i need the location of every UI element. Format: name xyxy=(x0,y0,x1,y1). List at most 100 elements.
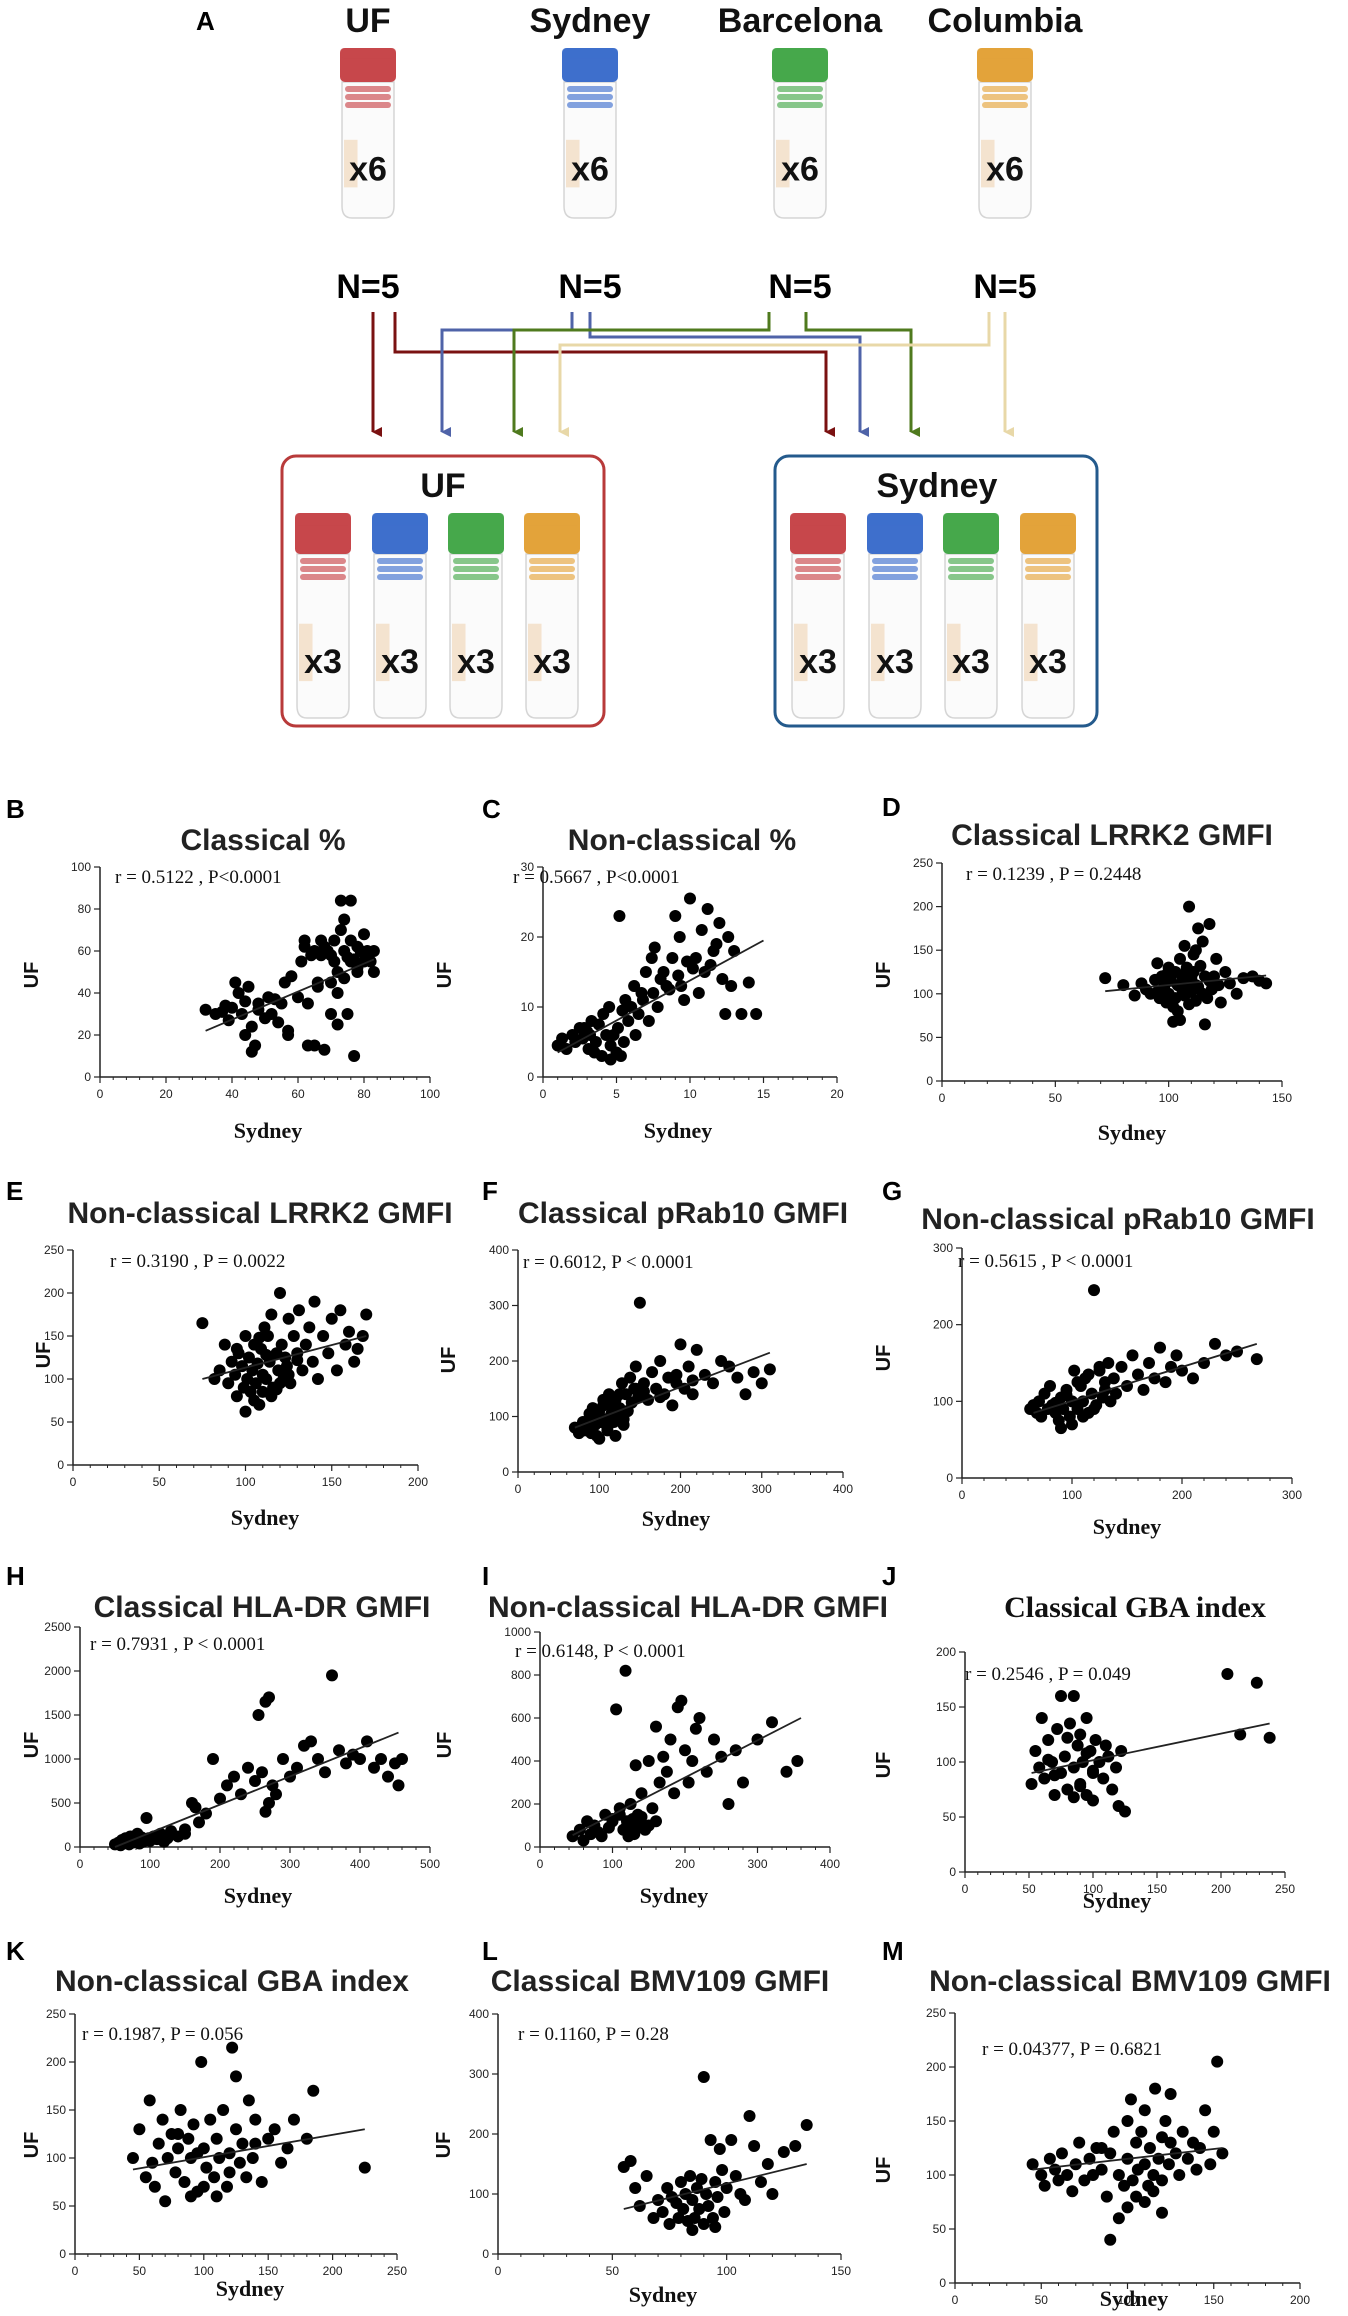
tube-multiplier: x3 xyxy=(457,643,495,681)
x-tick-label: 150 xyxy=(831,2264,851,2278)
destination-tube: x3 xyxy=(448,513,504,719)
data-point xyxy=(301,997,314,1010)
data-point xyxy=(143,2094,156,2107)
tube-thread xyxy=(529,566,575,572)
data-point xyxy=(666,952,679,964)
data-point xyxy=(272,1016,285,1029)
data-point xyxy=(133,2123,146,2136)
tube-label-patch xyxy=(344,139,358,188)
data-point xyxy=(174,2104,187,2116)
y-tick-label: 200 xyxy=(469,2127,489,2141)
data-point xyxy=(1214,996,1227,1009)
y-tick-label: 250 xyxy=(913,856,933,870)
panel-c: C Non-classical % 0 5 10 15 20 0 10 20 30 Sydney UF r… xyxy=(434,794,844,1143)
data-point xyxy=(1190,2163,1203,2176)
data-point xyxy=(673,931,686,943)
data-point xyxy=(340,1757,352,1770)
y-tick-label: 150 xyxy=(46,2103,66,2117)
correlation-stat: r = 0.3190 , P = 0.0022 xyxy=(110,1251,285,1272)
tube-thread xyxy=(377,558,423,564)
data-point xyxy=(725,980,738,992)
data-point xyxy=(1203,918,1216,931)
data-point xyxy=(1095,2142,1108,2154)
data-point xyxy=(291,1354,304,1367)
x-tick-label: 100 xyxy=(717,2264,737,2278)
data-point xyxy=(1035,2169,1048,2181)
data-point xyxy=(1169,992,1182,1005)
y-tick-label: 30 xyxy=(521,860,535,874)
panel-label: C xyxy=(482,794,501,824)
data-point xyxy=(648,941,661,954)
y-tick-label: 250 xyxy=(46,2007,66,2021)
data-point xyxy=(1183,900,1196,913)
data-point xyxy=(367,966,380,978)
data-point xyxy=(1138,2104,1151,2117)
data-point xyxy=(239,1405,252,1418)
chart-title: Non-classical BMV109 GMFI xyxy=(929,1965,1331,1998)
data-point xyxy=(1170,1349,1183,1362)
data-point xyxy=(1052,2174,1065,2187)
destination-tube: x3 xyxy=(372,513,428,719)
data-point xyxy=(200,2161,213,2174)
x-tick-label: 0 xyxy=(952,2293,959,2307)
data-point xyxy=(1147,2169,1160,2181)
tube-thread xyxy=(345,94,391,100)
panel-e: E Non-classical LRRK2 GMFI 0 50 100 150 200 0 50… xyxy=(6,1176,453,1530)
data-point xyxy=(348,1355,361,1368)
data-point xyxy=(686,1388,699,1401)
tube-thread xyxy=(795,574,841,580)
x-tick-label: 0 xyxy=(72,2264,79,2278)
data-point xyxy=(249,1039,262,1052)
x-tick-label: 200 xyxy=(408,1475,428,1489)
data-point xyxy=(239,1330,252,1342)
data-point xyxy=(263,1797,275,1809)
data-point xyxy=(1055,1422,1067,1435)
y-tick-label: 100 xyxy=(936,1755,956,1769)
data-point xyxy=(270,1788,282,1801)
data-point xyxy=(233,2156,246,2169)
data-point xyxy=(382,1770,394,1783)
tube-thread xyxy=(300,566,346,572)
data-point xyxy=(1187,1372,1199,1385)
data-point xyxy=(230,1390,243,1403)
tube-thread xyxy=(377,566,423,572)
y-axis-label: UF xyxy=(873,2157,895,2184)
y-tick-label: 0 xyxy=(946,1471,953,1485)
chart-title: Classical HLA-DR GMFI xyxy=(94,1591,431,1624)
data-point xyxy=(217,2104,230,2116)
data-point xyxy=(161,2152,174,2164)
tube-thread xyxy=(453,574,499,580)
data-point xyxy=(800,2119,813,2131)
tube-multiplier: x6 xyxy=(571,151,609,189)
x-tick-label: 50 xyxy=(1049,1091,1063,1105)
data-point xyxy=(710,938,723,950)
data-point xyxy=(156,2113,169,2126)
data-point xyxy=(646,1366,659,1379)
data-point xyxy=(1055,1690,1067,1702)
x-tick-label: 250 xyxy=(387,2264,407,2278)
data-point xyxy=(763,1363,776,1376)
data-point xyxy=(1077,1410,1089,1423)
x-tick-label: 300 xyxy=(752,1482,772,1496)
panel-label: I xyxy=(482,1561,489,1591)
data-point xyxy=(1110,1387,1122,1400)
tube-thread xyxy=(345,102,391,108)
data-point xyxy=(1192,922,1205,935)
data-point xyxy=(1097,1772,1110,1785)
regression-line xyxy=(1105,974,1267,993)
data-point xyxy=(629,1360,642,1373)
data-point xyxy=(668,1787,681,1800)
y-tick-label: 100 xyxy=(71,860,91,874)
source-tubes: UF x6 N=5 Sydney x6 N=5 Barcelona x6 N=5 Columbia… xyxy=(336,2,1083,306)
data-point xyxy=(1095,2163,1108,2176)
data-point xyxy=(1083,2152,1096,2165)
data-point xyxy=(642,1755,655,1767)
data-point xyxy=(338,945,351,957)
data-point xyxy=(358,928,370,941)
data-point xyxy=(682,1776,695,1789)
data-point xyxy=(1130,2136,1143,2149)
data-point xyxy=(1135,2125,1148,2138)
uf-destination-box xyxy=(280,454,606,728)
regression-line xyxy=(132,2128,365,2171)
site-name: Columbia xyxy=(928,2,1084,40)
